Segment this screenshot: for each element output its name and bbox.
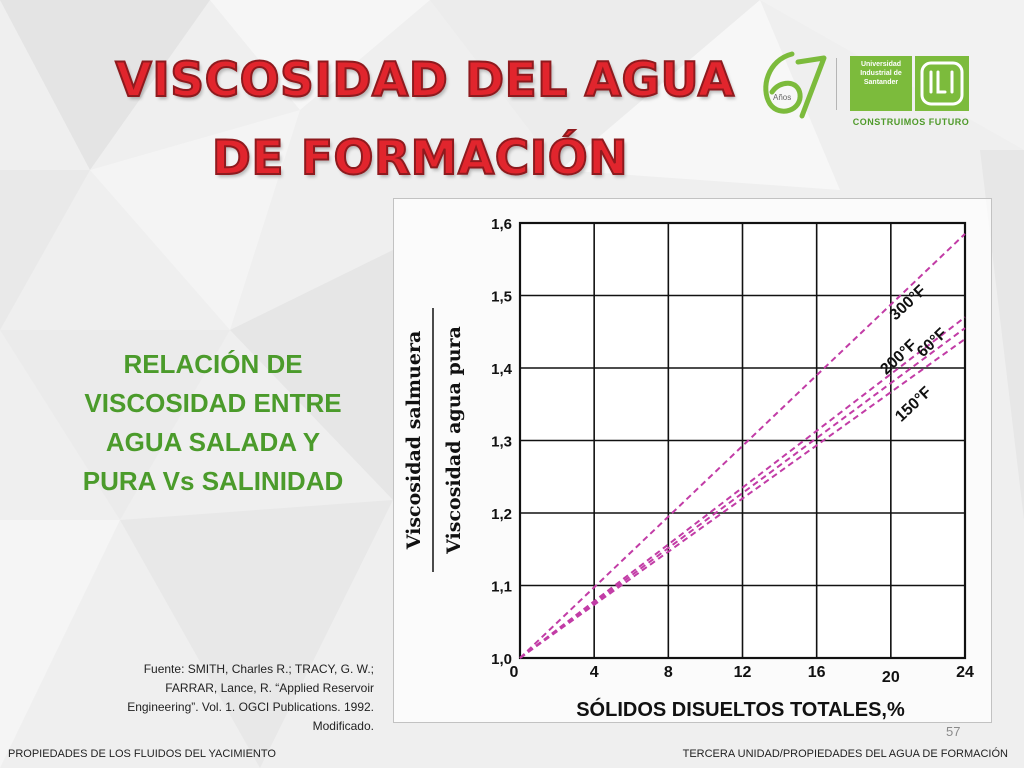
source-line4: Modificado. [312, 719, 374, 733]
y-axis-label-numerator: Viscosidad salmuera [403, 331, 425, 551]
plot-border [518, 221, 967, 660]
source-line1: Fuente: SMITH, Charles R.; TRACY, G. W.; [143, 662, 374, 676]
university-name-line1: Universidad [860, 61, 902, 68]
series-line [519, 338, 966, 659]
university-logo: Universidad Industrial de Santander [850, 56, 912, 111]
x-tick-label: 24 [956, 664, 974, 681]
y-tick-label: 1,2 [491, 506, 512, 523]
y-tick-label: 1,3 [491, 434, 512, 451]
subtitle-line4: PURA Vs SALINIDAD [82, 466, 344, 496]
subtitle-line2: VISCOSIDAD ENTRE [84, 388, 342, 418]
y-axis-label-denominator: Viscosidad agua pura [443, 326, 465, 555]
slide-subtitle: RELACIÓN DE VISCOSIDAD ENTRE AGUA SALADA… [58, 345, 368, 501]
y-tick-label: 1,4 [491, 361, 513, 378]
series-line [519, 327, 966, 659]
series-line [519, 233, 966, 659]
y-tick-label: 1,0 [491, 651, 512, 668]
uis-emblem-icon [915, 56, 969, 111]
subtitle-line1: RELACIÓN DE [123, 349, 303, 379]
x-tick-label: 20 [882, 669, 900, 686]
anniversary-logo: Años [763, 51, 827, 119]
series-line [519, 316, 966, 659]
y-tick-label: 1,5 [491, 289, 512, 306]
viscosity-ratio-chart: 1,0 1,1 1,2 1,3 1,4 1,5 1,6 0 4 8 12 16 20 24 SÓLIDOS … [403, 216, 974, 721]
footer-course-title: PROPIEDADES DE LOS FLUIDOS DEL YACIMIENT… [8, 748, 276, 760]
x-tick-label: 16 [808, 664, 826, 681]
y-tick-label: 1,6 [491, 216, 512, 233]
source-line2: FARRAR, Lance, R. “Applied Reservoir [165, 681, 374, 695]
page-number: 57 [946, 724, 961, 739]
slide-title-line1: VISCOSIDAD DEL AGUA [114, 53, 735, 108]
x-tick-label: 4 [590, 664, 599, 681]
logo-divider [836, 58, 837, 110]
university-name-line3: Santander [863, 79, 899, 86]
university-tagline: CONSTRUIMOS FUTURO [852, 117, 970, 127]
anniversary-badge-text: Años [773, 93, 791, 102]
footer-unit-title: TERCERA UNIDAD/PROPIEDADES DEL AGUA DE F… [682, 748, 1008, 760]
x-axis-label: SÓLIDOS DISUELTOS TOTALES,% [576, 697, 905, 721]
x-tick-label: 12 [734, 664, 752, 681]
source-citation: Fuente: SMITH, Charles R.; TRACY, G. W.;… [60, 660, 374, 736]
subtitle-line3: AGUA SALADA Y [105, 427, 321, 457]
university-name-line2: Industrial de [860, 70, 902, 77]
x-tick-label: 8 [664, 664, 673, 681]
x-tick-label: 0 [510, 664, 519, 681]
source-line3: Engineering”. Vol. 1. OGCI Publications.… [127, 700, 374, 714]
y-tick-label: 1,1 [491, 579, 512, 596]
slide-title-line2: DE FORMACIÓN [211, 131, 629, 186]
